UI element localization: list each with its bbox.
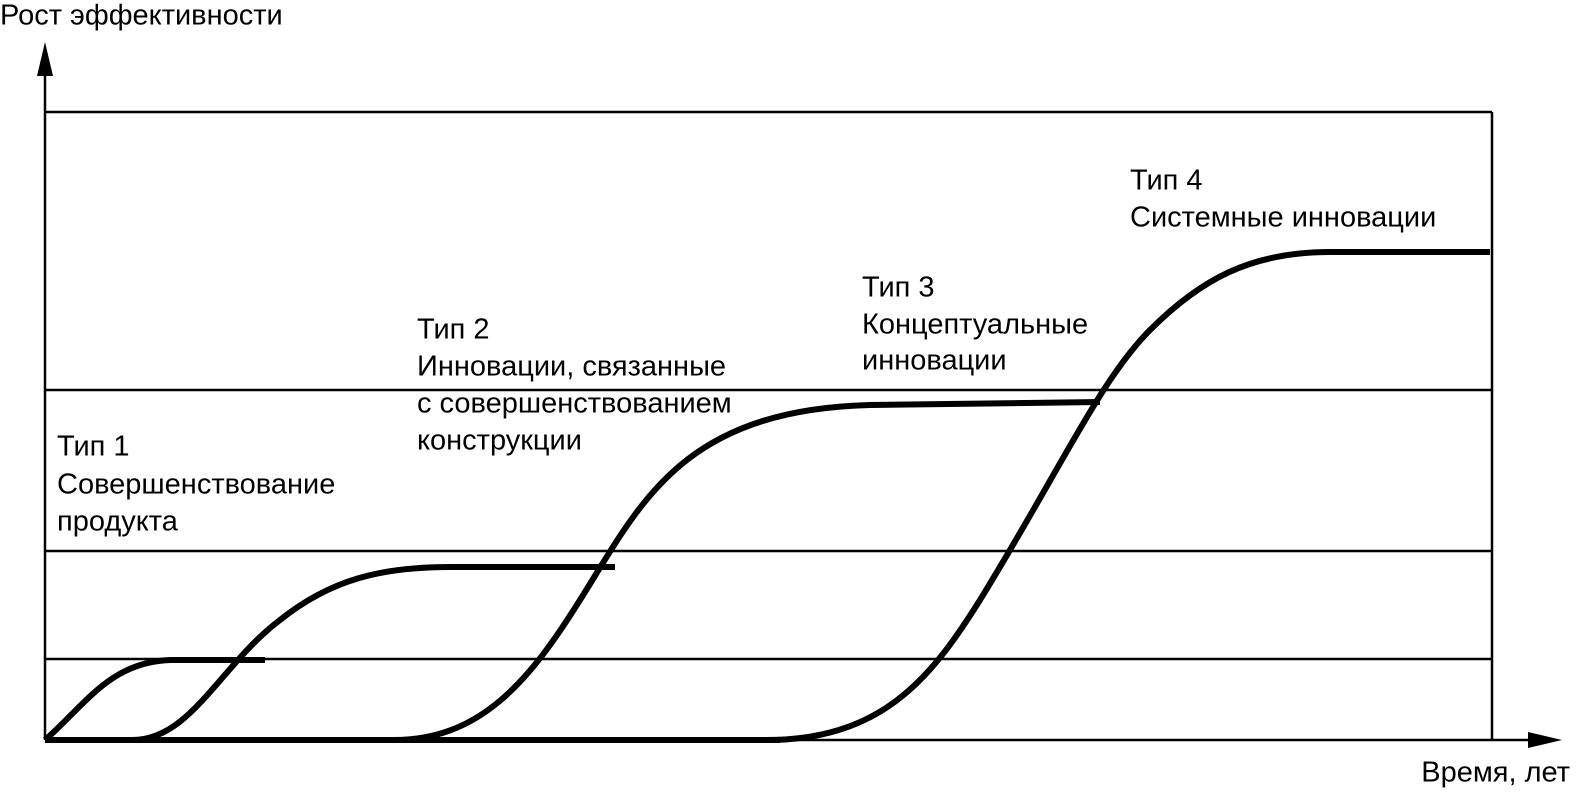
curve-4 <box>759 249 1490 744</box>
curve-3 <box>389 399 1101 744</box>
curve-1 <box>43 657 265 743</box>
curve-label: конструкции <box>417 425 582 457</box>
x-axis-label: Время, лет <box>1421 757 1570 789</box>
x-arrow <box>1528 732 1562 748</box>
curve-label: Тип 3 <box>862 272 935 304</box>
curve-label: Концептуальные <box>862 309 1088 341</box>
curve-label: с совершенствованием <box>417 388 732 420</box>
curve-label: Тип 4 <box>1130 165 1203 197</box>
curve-2 <box>129 564 615 744</box>
curve-label: продукта <box>57 506 179 538</box>
y-axis-label: Рост эффективности <box>0 0 283 32</box>
curve-label: Тип 2 <box>417 314 490 346</box>
y-arrow <box>37 42 53 76</box>
curve-label: инновации <box>862 345 1007 377</box>
curve-label: Совершенствование <box>57 469 335 501</box>
curve-label: Системные инновации <box>1130 202 1436 234</box>
curve-label: Тип 1 <box>57 431 130 463</box>
grid <box>45 110 1494 740</box>
curve-label: Инновации, связанные <box>417 351 726 383</box>
